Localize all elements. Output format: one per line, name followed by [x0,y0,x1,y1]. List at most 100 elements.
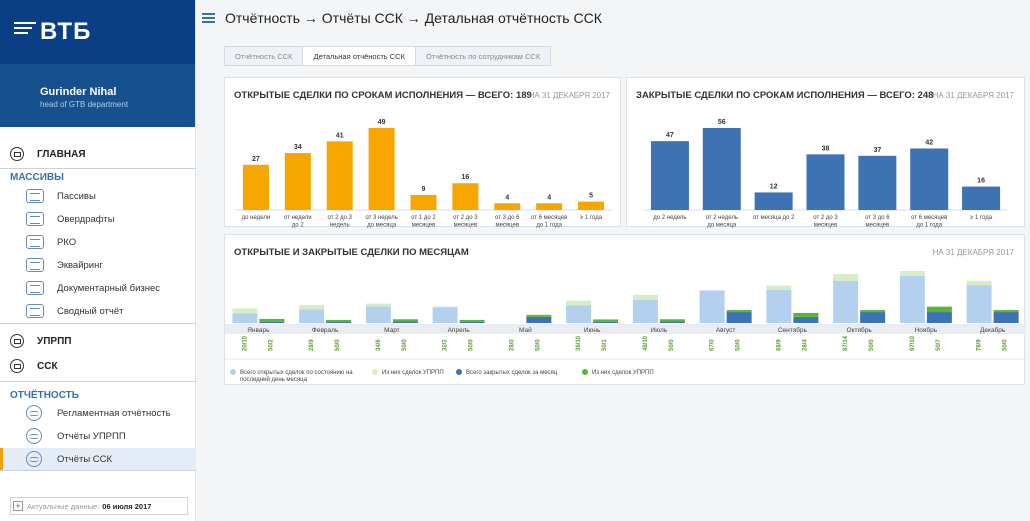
bar-closed-uprpp[interactable] [259,318,285,322]
tab-ssk-report[interactable]: Отчётность ССК [224,46,304,66]
bar[interactable] [910,148,949,211]
bar-closed[interactable] [259,321,285,323]
bar-closed[interactable] [793,316,819,323]
bar-closed-uprpp[interactable] [593,319,619,322]
bar-closed[interactable] [726,312,752,323]
bar[interactable] [702,128,741,210]
bar-open[interactable] [365,306,391,323]
nav-item-label: РКО [57,236,77,248]
closed-deals-label: 50/0 [335,339,341,351]
bar[interactable] [494,203,521,210]
bar[interactable] [368,128,395,210]
category-label: до 2 [292,223,305,229]
nav-item-overdrafts[interactable]: Овердрафты [0,208,196,230]
bar[interactable] [578,201,605,210]
user-profile[interactable]: Gurinder Nihal head of GTB department [0,64,195,127]
nav-item-documentary[interactable]: Документарный бизнес [0,277,196,299]
bar-open-uprpp[interactable] [966,280,992,286]
bar-open-uprpp[interactable] [833,273,859,281]
open-deals-label: 68/9 [776,339,782,351]
bar-closed[interactable] [926,312,952,323]
nav-uprpp[interactable]: УПРПП [0,330,196,352]
nav-item-uprpp-reports[interactable]: Отчёты УПРПП [0,425,196,447]
bar[interactable] [962,186,1001,210]
bar-closed-uprpp[interactable] [993,310,1019,313]
category-label: от 3 до 6 [865,215,890,221]
bar[interactable] [284,153,311,210]
bar-open[interactable] [566,305,592,323]
bar-closed-uprpp[interactable] [793,312,819,317]
bar-closed[interactable] [860,312,886,323]
nav-item-label: Отчёты ССК [57,453,113,465]
category-label: от 2 до 3 [453,215,478,221]
bar-value-label: 16 [461,174,469,181]
bar[interactable] [754,192,793,210]
header: Отчётность → Отчёты ССК → Детальная отчё… [196,0,1030,36]
nav-item-ssk-reports[interactable]: Отчёты ССК [0,448,196,470]
nav-item-passives[interactable]: Пассивы [0,185,196,207]
bar-open-uprpp[interactable] [632,294,658,300]
bar[interactable] [858,155,897,210]
bar-closed[interactable] [593,321,619,323]
bar-open[interactable] [899,275,925,323]
bar-closed-uprpp[interactable] [326,319,352,322]
nav-ssk[interactable]: ССК [0,355,196,377]
bar-open[interactable] [833,280,859,323]
bar-closed-uprpp[interactable] [526,314,552,317]
bar-closed-uprpp[interactable] [860,310,886,313]
bar[interactable] [806,154,845,210]
bar-closed[interactable] [526,316,552,323]
category-label: от 3 до 6 [495,215,520,221]
nav-item-regulatory[interactable]: Регламентная отчётность [0,402,196,424]
bar-closed-uprpp[interactable] [726,310,752,313]
bar-open[interactable] [432,307,458,323]
actual-date-box[interactable]: + Актуальные данные: 06 июля 2017 [10,497,188,515]
bar-closed-uprpp[interactable] [459,319,485,322]
bar-value-label: 16 [977,178,985,185]
bar-closed-uprpp[interactable] [659,319,685,322]
bar-open[interactable] [699,290,725,323]
bar-closed[interactable] [459,321,485,323]
tab-employee-report[interactable]: Отчётность по сотрудникам ССК [414,46,552,66]
bar-open-uprpp[interactable] [766,285,792,290]
bar[interactable] [536,203,563,210]
bar-open-uprpp[interactable] [232,308,258,314]
bar-open[interactable] [232,313,258,323]
menu-icon[interactable] [202,11,215,26]
tab-detailed-report[interactable]: Детальная отчёность ССК [302,46,416,66]
vtb-logo-icon [14,22,36,34]
database-icon [26,235,44,249]
open-deals-label: 87/14 [843,335,849,351]
bar-open[interactable] [632,299,658,323]
bar-open[interactable] [299,309,325,323]
bar-open-uprpp[interactable] [566,300,592,306]
nav-item-summary[interactable]: Сводный отчёт [0,300,196,322]
bar-open-uprpp[interactable] [365,303,391,307]
open-deals-label: 78/9 [977,339,983,351]
bar-closed[interactable] [993,312,1019,323]
bar[interactable] [326,141,353,210]
category-label: до недели [242,215,271,221]
bar-closed-uprpp[interactable] [926,306,952,313]
bar-open-uprpp[interactable] [899,271,925,276]
bar-open-uprpp[interactable] [299,305,325,310]
bar-closed[interactable] [392,321,418,323]
bar[interactable] [410,194,437,210]
bar-open-uprpp[interactable] [432,306,458,308]
bar[interactable] [452,183,479,210]
bar-open[interactable] [766,289,792,323]
nav-item-rko[interactable]: РКО [0,231,196,253]
bar[interactable] [650,141,689,210]
actual-date-label: Актуальные данные: [27,501,100,511]
nav-main[interactable]: ГЛАВНАЯ [0,143,196,165]
nav-item-acquiring[interactable]: Эквайринг [0,254,196,276]
bar-open[interactable] [966,285,992,323]
bar-closed-uprpp[interactable] [392,319,418,322]
open-deals-label: 28/9 [309,339,315,351]
bar-closed[interactable] [326,321,352,323]
chart-title: ЗАКРЫТЫЕ СДЕЛКИ ПО СРОКАМ ИСПОЛНЕНИЯ — В… [636,90,934,101]
bar-closed[interactable] [659,321,685,323]
bar[interactable] [242,164,269,210]
bar-value-label: 4 [505,194,509,201]
open-deals-label: 67/0 [710,339,716,351]
